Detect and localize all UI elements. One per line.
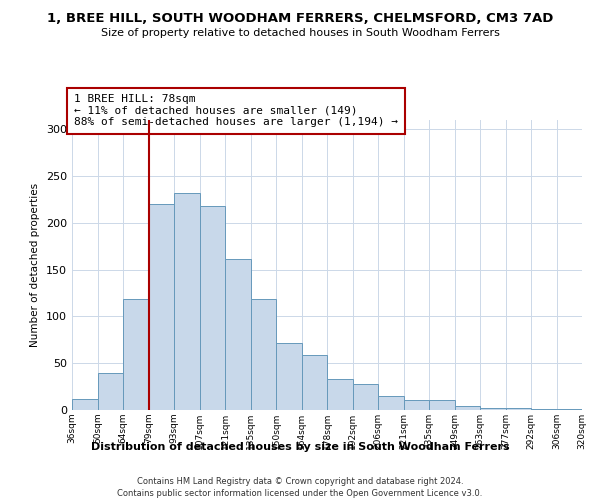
Text: 1 BREE HILL: 78sqm
← 11% of detached houses are smaller (149)
88% of semi-detach: 1 BREE HILL: 78sqm ← 11% of detached hou…: [74, 94, 398, 128]
Bar: [251, 298, 276, 410]
Bar: [404, 400, 429, 410]
Bar: [149, 204, 174, 410]
Bar: [353, 384, 378, 410]
Text: Contains public sector information licensed under the Open Government Licence v3: Contains public sector information licen…: [118, 489, 482, 498]
Bar: [72, 399, 97, 410]
Bar: [97, 372, 123, 410]
Bar: [225, 260, 251, 410]
Bar: [199, 206, 225, 410]
Text: Size of property relative to detached houses in South Woodham Ferrers: Size of property relative to detached ho…: [101, 28, 499, 38]
Bar: [302, 355, 327, 410]
Text: 1, BREE HILL, SOUTH WOODHAM FERRERS, CHELMSFORD, CM3 7AD: 1, BREE HILL, SOUTH WOODHAM FERRERS, CHE…: [47, 12, 553, 26]
Bar: [531, 409, 557, 410]
Bar: [455, 406, 480, 410]
Bar: [557, 409, 582, 410]
Bar: [505, 408, 531, 410]
Bar: [480, 408, 505, 410]
Bar: [123, 298, 149, 410]
Bar: [429, 400, 455, 410]
Text: Distribution of detached houses by size in South Woodham Ferrers: Distribution of detached houses by size …: [91, 442, 509, 452]
Bar: [327, 379, 353, 410]
Bar: [276, 342, 302, 410]
Bar: [174, 193, 199, 410]
Text: Contains HM Land Registry data © Crown copyright and database right 2024.: Contains HM Land Registry data © Crown c…: [137, 478, 463, 486]
Bar: [378, 396, 404, 410]
Y-axis label: Number of detached properties: Number of detached properties: [31, 183, 40, 347]
